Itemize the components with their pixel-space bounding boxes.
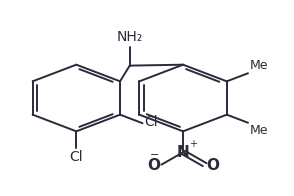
Text: NH₂: NH₂	[116, 30, 143, 44]
Text: Cl: Cl	[144, 115, 158, 129]
Text: O: O	[206, 158, 219, 172]
Text: N: N	[177, 145, 189, 160]
Text: +: +	[189, 139, 197, 149]
Text: O: O	[147, 158, 160, 172]
Text: Me: Me	[249, 124, 268, 137]
Text: Cl: Cl	[69, 150, 83, 164]
Text: Me: Me	[249, 59, 268, 72]
Text: −: −	[150, 151, 159, 161]
